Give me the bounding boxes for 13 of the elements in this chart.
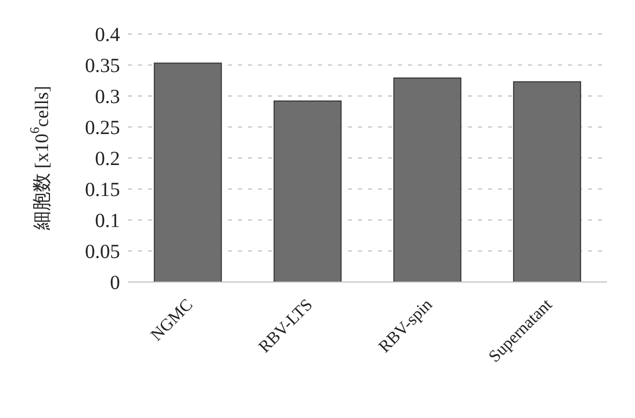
y-tick-label: 0 (110, 272, 120, 294)
y-tick-label: 0.35 (85, 55, 120, 78)
bar (513, 81, 582, 282)
y-tick-label: 0.4 (95, 24, 120, 46)
y-tick-label: 0.05 (85, 241, 120, 264)
bar (393, 78, 462, 282)
y-tick-label: 0.1 (95, 210, 120, 232)
y-tick-label: 0.15 (85, 179, 120, 202)
bar (274, 100, 342, 282)
y-tick-label: 0.25 (85, 117, 120, 140)
y-tick-label: 0.3 (95, 86, 120, 108)
y-tick-label: 0.2 (95, 148, 120, 170)
bar (154, 62, 222, 282)
